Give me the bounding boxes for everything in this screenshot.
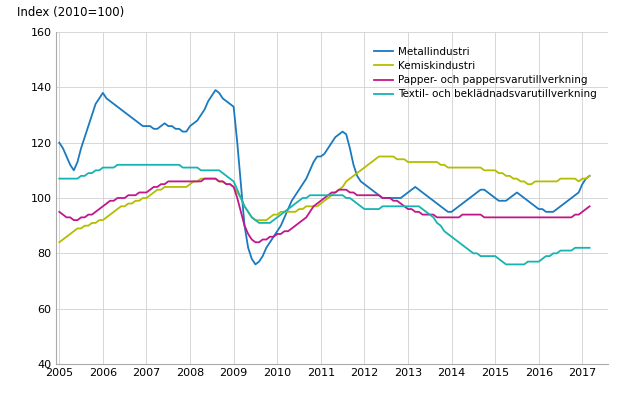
Metallindustri: [230, 104, 237, 109]
Kemiskindustri: [586, 174, 593, 178]
Metallindustri: [473, 190, 480, 195]
Line: Kemiskindustri: Kemiskindustri: [60, 156, 590, 242]
Line: Papper- och pappersvarutillverkning: Papper- och pappersvarutillverkning: [60, 179, 590, 242]
Kemiskindustri: [197, 176, 205, 181]
Kemiskindustri: [469, 165, 477, 170]
Kemiskindustri: [375, 154, 383, 159]
Metallindustri: [353, 174, 361, 178]
Papper- och pappersvarutillverkning: [252, 240, 259, 245]
Textil- och beklädnadsvarutillverkning: [469, 251, 477, 256]
Textil- och beklädnadsvarutillverkning: [502, 262, 510, 267]
Metallindustri: [56, 140, 63, 145]
Line: Metallindustri: Metallindustri: [60, 90, 590, 264]
Kemiskindustri: [346, 176, 353, 181]
Kemiskindustri: [477, 165, 484, 170]
Textil- och beklädnadsvarutillverkning: [113, 162, 121, 167]
Papper- och pappersvarutillverkning: [586, 204, 593, 209]
Papper- och pappersvarutillverkning: [480, 215, 488, 220]
Papper- och pappersvarutillverkning: [197, 179, 205, 184]
Papper- och pappersvarutillverkning: [230, 184, 237, 189]
Kemiskindustri: [226, 182, 234, 186]
Textil- och beklädnadsvarutillverkning: [230, 179, 237, 184]
Papper- och pappersvarutillverkning: [56, 210, 63, 214]
Text: Index (2010=100): Index (2010=100): [17, 6, 125, 19]
Metallindustri: [252, 262, 259, 267]
Papper- och pappersvarutillverkning: [353, 193, 361, 198]
Kemiskindustri: [426, 160, 433, 164]
Textil- och beklädnadsvarutillverkning: [426, 212, 433, 217]
Textil- och beklädnadsvarutillverkning: [586, 245, 593, 250]
Line: Textil- och beklädnadsvarutillverkning: Textil- och beklädnadsvarutillverkning: [60, 165, 590, 264]
Papper- och pappersvarutillverkning: [201, 176, 208, 181]
Textil- och beklädnadsvarutillverkning: [350, 198, 357, 203]
Textil- och beklädnadsvarutillverkning: [477, 254, 484, 258]
Metallindustri: [212, 88, 219, 92]
Textil- och beklädnadsvarutillverkning: [201, 168, 208, 173]
Papper- och pappersvarutillverkning: [473, 212, 480, 217]
Textil- och beklädnadsvarutillverkning: [56, 176, 63, 181]
Legend: Metallindustri, Kemiskindustri, Papper- och pappersvarutillverkning, Textil- och: Metallindustri, Kemiskindustri, Papper- …: [371, 44, 600, 102]
Metallindustri: [430, 198, 437, 203]
Metallindustri: [586, 174, 593, 178]
Metallindustri: [197, 113, 205, 118]
Kemiskindustri: [56, 240, 63, 245]
Papper- och pappersvarutillverkning: [430, 212, 437, 217]
Metallindustri: [480, 187, 488, 192]
